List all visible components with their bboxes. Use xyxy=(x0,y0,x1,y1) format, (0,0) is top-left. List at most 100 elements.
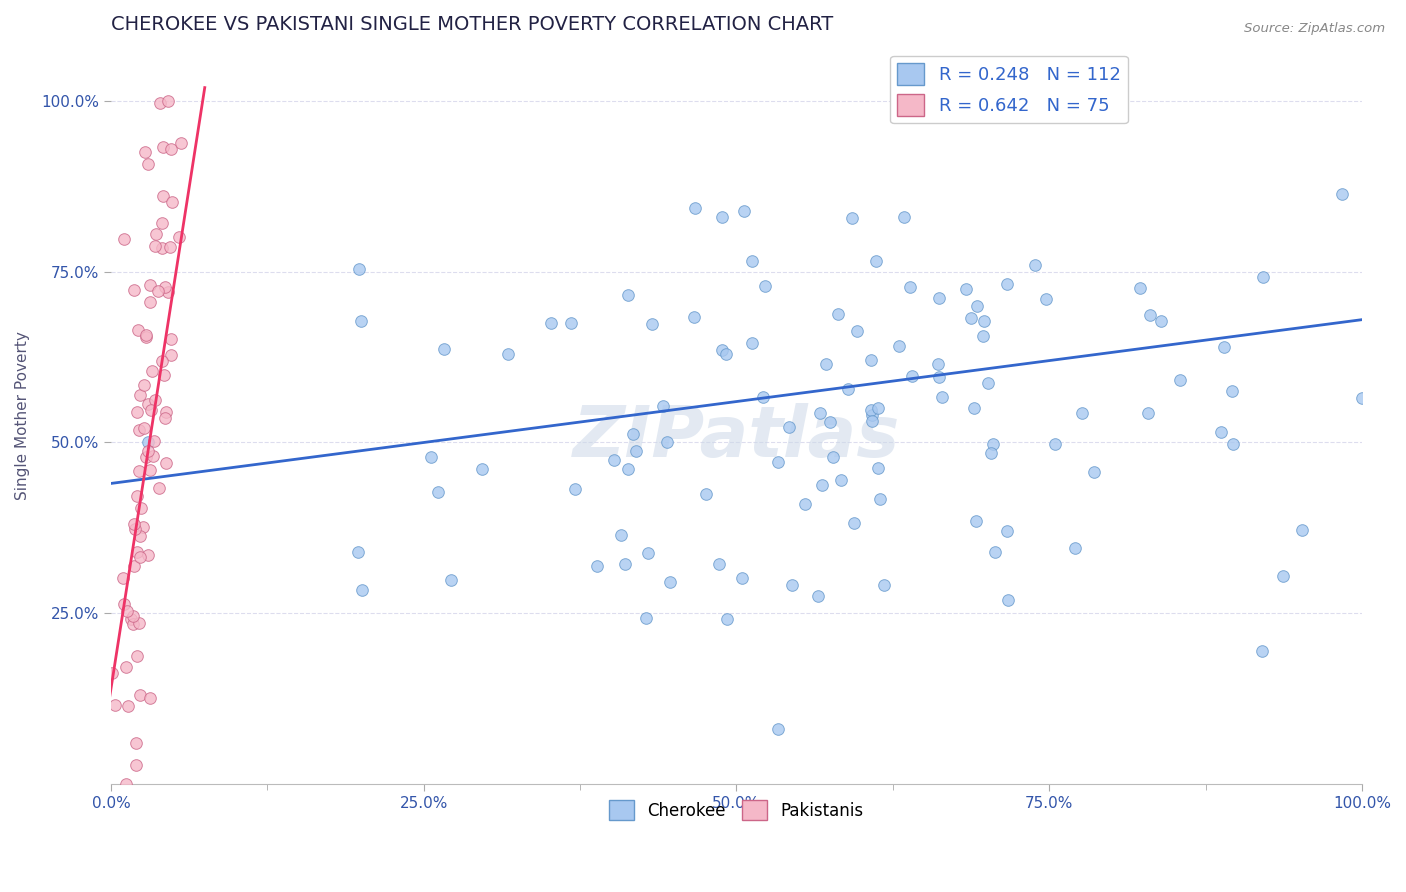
Point xyxy=(1291,523,1313,537)
Point xyxy=(972,329,994,343)
Point xyxy=(927,358,949,372)
Point xyxy=(540,316,562,330)
Point xyxy=(138,277,160,292)
Point xyxy=(640,317,662,331)
Point xyxy=(155,410,177,425)
Point xyxy=(995,524,1018,539)
Point xyxy=(155,405,177,419)
Point xyxy=(1251,643,1274,657)
Point xyxy=(1213,340,1236,354)
Point xyxy=(150,354,173,368)
Point xyxy=(129,529,152,543)
Point xyxy=(127,323,149,337)
Point xyxy=(869,492,891,507)
Point xyxy=(129,688,152,702)
Point xyxy=(135,327,157,342)
Point xyxy=(135,329,157,343)
Point xyxy=(741,254,763,268)
Point xyxy=(128,423,150,437)
Point xyxy=(997,593,1019,607)
Point xyxy=(841,211,863,225)
Point xyxy=(498,346,520,360)
Point xyxy=(152,140,174,154)
Point xyxy=(143,434,166,448)
Text: ZIPatlas: ZIPatlas xyxy=(572,403,900,472)
Point xyxy=(136,397,159,411)
Point xyxy=(433,342,456,356)
Point xyxy=(135,450,157,464)
Point xyxy=(1272,568,1295,582)
Point xyxy=(730,571,752,585)
Point xyxy=(1150,314,1173,328)
Point xyxy=(125,735,148,749)
Point xyxy=(124,559,146,574)
Text: Source: ZipAtlas.com: Source: ZipAtlas.com xyxy=(1244,22,1385,36)
Point xyxy=(157,285,180,299)
Point xyxy=(169,230,191,244)
Point xyxy=(124,522,146,536)
Point xyxy=(984,545,1007,559)
Point xyxy=(153,280,176,294)
Point xyxy=(981,436,1004,450)
Point xyxy=(350,314,373,328)
Point xyxy=(117,699,139,714)
Point xyxy=(887,339,910,353)
Point xyxy=(560,316,582,330)
Point xyxy=(695,487,717,501)
Point xyxy=(128,464,150,478)
Point xyxy=(617,287,640,301)
Point xyxy=(707,557,730,571)
Point xyxy=(159,332,181,346)
Point xyxy=(860,408,883,422)
Point xyxy=(807,590,830,604)
Point xyxy=(637,545,659,559)
Y-axis label: Single Mother Poverty: Single Mother Poverty xyxy=(15,331,30,500)
Point xyxy=(1139,308,1161,322)
Point xyxy=(141,364,163,378)
Point xyxy=(143,239,166,253)
Point xyxy=(866,460,889,475)
Point xyxy=(148,284,170,298)
Text: CHEROKEE VS PAKISTANI SINGLE MOTHER POVERTY CORRELATION CHART: CHEROKEE VS PAKISTANI SINGLE MOTHER POVE… xyxy=(111,15,834,34)
Point xyxy=(768,722,790,736)
Point xyxy=(150,215,173,229)
Point xyxy=(1168,373,1191,387)
Point xyxy=(160,142,183,156)
Point xyxy=(121,616,143,631)
Point xyxy=(125,405,148,419)
Point xyxy=(837,382,859,396)
Point xyxy=(125,757,148,772)
Point xyxy=(139,403,162,417)
Point xyxy=(716,612,738,626)
Point xyxy=(655,434,678,449)
Point xyxy=(1071,407,1094,421)
Point xyxy=(440,573,463,587)
Point xyxy=(586,559,609,574)
Point xyxy=(125,649,148,664)
Point xyxy=(1220,384,1243,398)
Point xyxy=(346,545,368,559)
Point xyxy=(152,188,174,202)
Point xyxy=(808,405,831,419)
Point xyxy=(624,444,647,458)
Point xyxy=(127,545,149,559)
Point xyxy=(1045,436,1067,450)
Point xyxy=(865,254,887,268)
Point xyxy=(827,307,849,321)
Point xyxy=(134,377,156,392)
Point xyxy=(931,390,953,404)
Point xyxy=(142,450,165,464)
Point xyxy=(818,415,841,429)
Point xyxy=(128,616,150,631)
Point xyxy=(564,483,586,497)
Point xyxy=(350,583,373,598)
Point xyxy=(136,548,159,562)
Point xyxy=(766,455,789,469)
Point xyxy=(928,291,950,305)
Point xyxy=(112,232,135,246)
Point xyxy=(347,262,370,277)
Point xyxy=(427,484,450,499)
Point xyxy=(122,283,145,297)
Point xyxy=(156,95,179,109)
Point xyxy=(112,571,135,585)
